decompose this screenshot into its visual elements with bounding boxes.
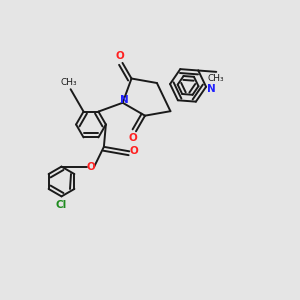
Text: O: O [87,162,96,172]
Text: Cl: Cl [56,200,67,210]
Text: O: O [115,51,124,61]
Text: N: N [120,95,129,105]
Text: N: N [207,84,216,94]
Text: O: O [129,133,137,143]
Text: CH₃: CH₃ [208,74,225,83]
Text: O: O [129,146,138,156]
Text: CH₃: CH₃ [61,78,77,87]
